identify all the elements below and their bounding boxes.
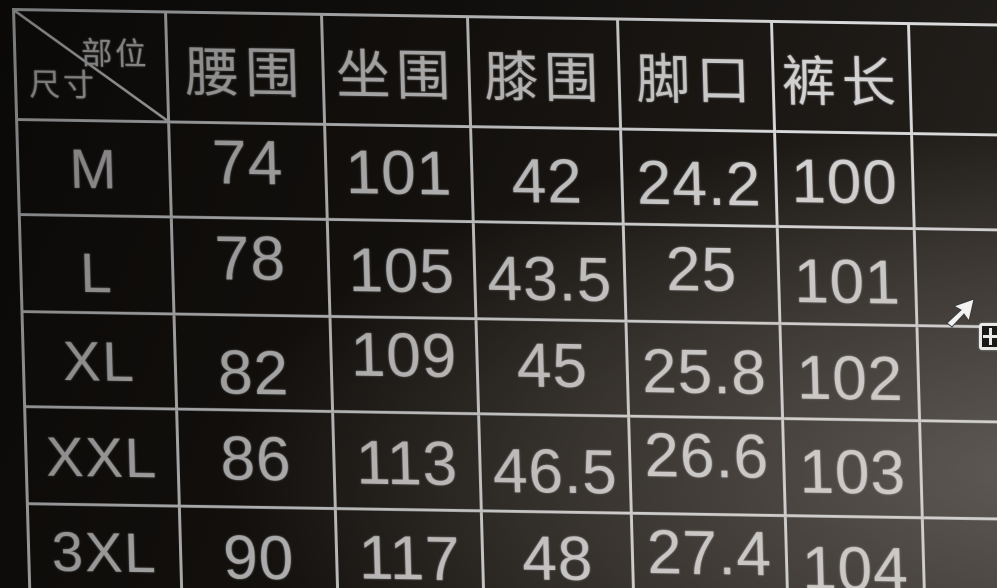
value-cell: 46.5 [480, 415, 633, 515]
value-cell: 45 [477, 320, 631, 418]
size-cell: XXL [26, 408, 181, 508]
size-cell: L [20, 216, 176, 316]
value-cell: 117 [336, 510, 486, 588]
value-cell: 48 [482, 512, 636, 588]
value-cell: 26.6 [630, 417, 787, 518]
value-cell: 90 [180, 507, 340, 588]
value-cell: 43.5 [474, 223, 628, 323]
value-cell: 104 [786, 517, 927, 588]
value-cell: 27.4 [632, 514, 790, 588]
value-cell: 25.8 [627, 322, 785, 421]
value-cell: 113 [334, 413, 483, 513]
value-cell: 82 [175, 315, 335, 414]
col-header-waist: 腰围 [167, 13, 327, 126]
grid-table-icon [979, 323, 997, 350]
corner-size-label: 尺寸 [28, 67, 98, 104]
value-cell: 25 [624, 225, 782, 326]
row-empty-cell [921, 422, 997, 522]
header-empty-cell [910, 25, 997, 138]
col-header-knee: 膝围 [469, 18, 623, 131]
value-cell: 100 [776, 133, 916, 231]
col-header-leg-opening: 脚口 [619, 20, 777, 134]
value-cell: 78 [172, 218, 332, 319]
size-cell: XL [23, 313, 179, 411]
value-cell: 74 [170, 123, 329, 221]
value-cell: 105 [328, 220, 478, 321]
size-cell: M [18, 121, 173, 219]
corner-header-cell: 部位 尺寸 [15, 11, 171, 124]
size-cell: 3XL [28, 505, 184, 588]
value-cell: 101 [326, 125, 475, 224]
value-cell: 102 [781, 325, 922, 423]
value-cell: 24.2 [622, 130, 779, 229]
value-cell: 42 [472, 128, 625, 226]
value-cell: 103 [784, 420, 924, 520]
value-cell: 101 [778, 228, 919, 328]
value-cell: 86 [178, 410, 337, 511]
row-empty-cell [923, 519, 997, 588]
row-empty-cell [913, 135, 997, 233]
col-header-hip: 坐围 [323, 15, 473, 129]
size-chart-table: 部位 尺寸 腰围 坐围 膝围 脚口 裤长 M 74 101 42 24.2 10… [12, 8, 997, 588]
value-cell: 109 [331, 318, 481, 416]
cursor-arrow-icon [946, 298, 975, 328]
col-header-pant-length: 裤长 [773, 22, 914, 136]
